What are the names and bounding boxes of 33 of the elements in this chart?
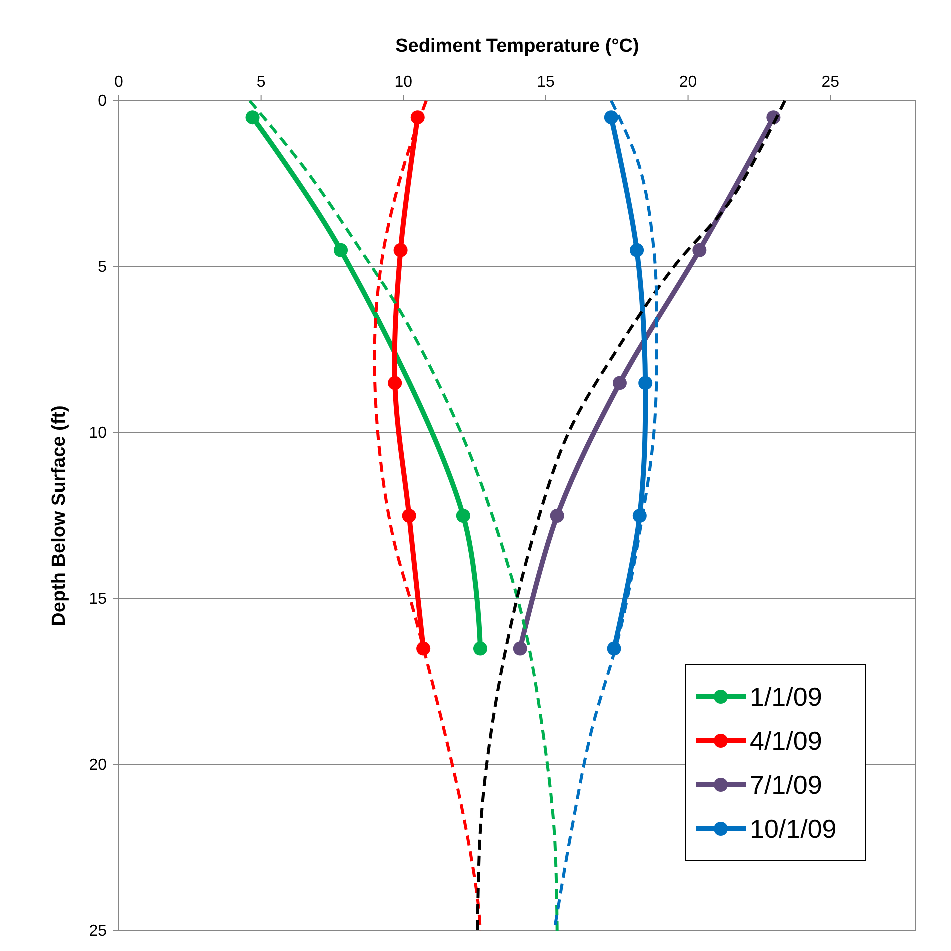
x-tick-label: 0 <box>114 74 124 91</box>
legend-label: 4/1/09 <box>750 726 822 756</box>
point <box>456 509 470 523</box>
line-series <box>248 100 559 932</box>
y-tick-label: 0 <box>98 93 108 110</box>
point <box>473 642 488 656</box>
y-tick-label: 5 <box>98 259 108 276</box>
legend-label: 10/1/09 <box>750 814 837 844</box>
point <box>612 376 627 390</box>
point <box>604 110 618 125</box>
x-tick-label: 15 <box>537 74 555 91</box>
point <box>394 243 408 258</box>
point <box>692 243 707 258</box>
x-tick-label: 25 <box>822 74 840 91</box>
y-axis-title: Depth Below Surface (ft) <box>49 406 70 626</box>
point <box>550 509 564 523</box>
point <box>630 243 644 258</box>
y-tick-label: 10 <box>89 425 108 442</box>
y-tick-label: 20 <box>89 757 108 774</box>
point <box>638 376 653 390</box>
y-tick-label: 15 <box>89 591 108 608</box>
x-tick-label: 10 <box>394 74 413 91</box>
y-tick-label: 25 <box>89 923 108 940</box>
point <box>513 642 528 656</box>
point <box>388 376 402 390</box>
x-tick-label: 5 <box>256 74 266 91</box>
x-axis-title: Sediment Temperature (°C) <box>396 36 640 57</box>
point <box>334 243 348 258</box>
x-tick-label: 20 <box>679 74 698 91</box>
point <box>246 110 260 125</box>
legend-label: 7/1/09 <box>750 770 822 800</box>
point <box>402 509 416 523</box>
legend-label: 1/1/09 <box>750 682 822 712</box>
